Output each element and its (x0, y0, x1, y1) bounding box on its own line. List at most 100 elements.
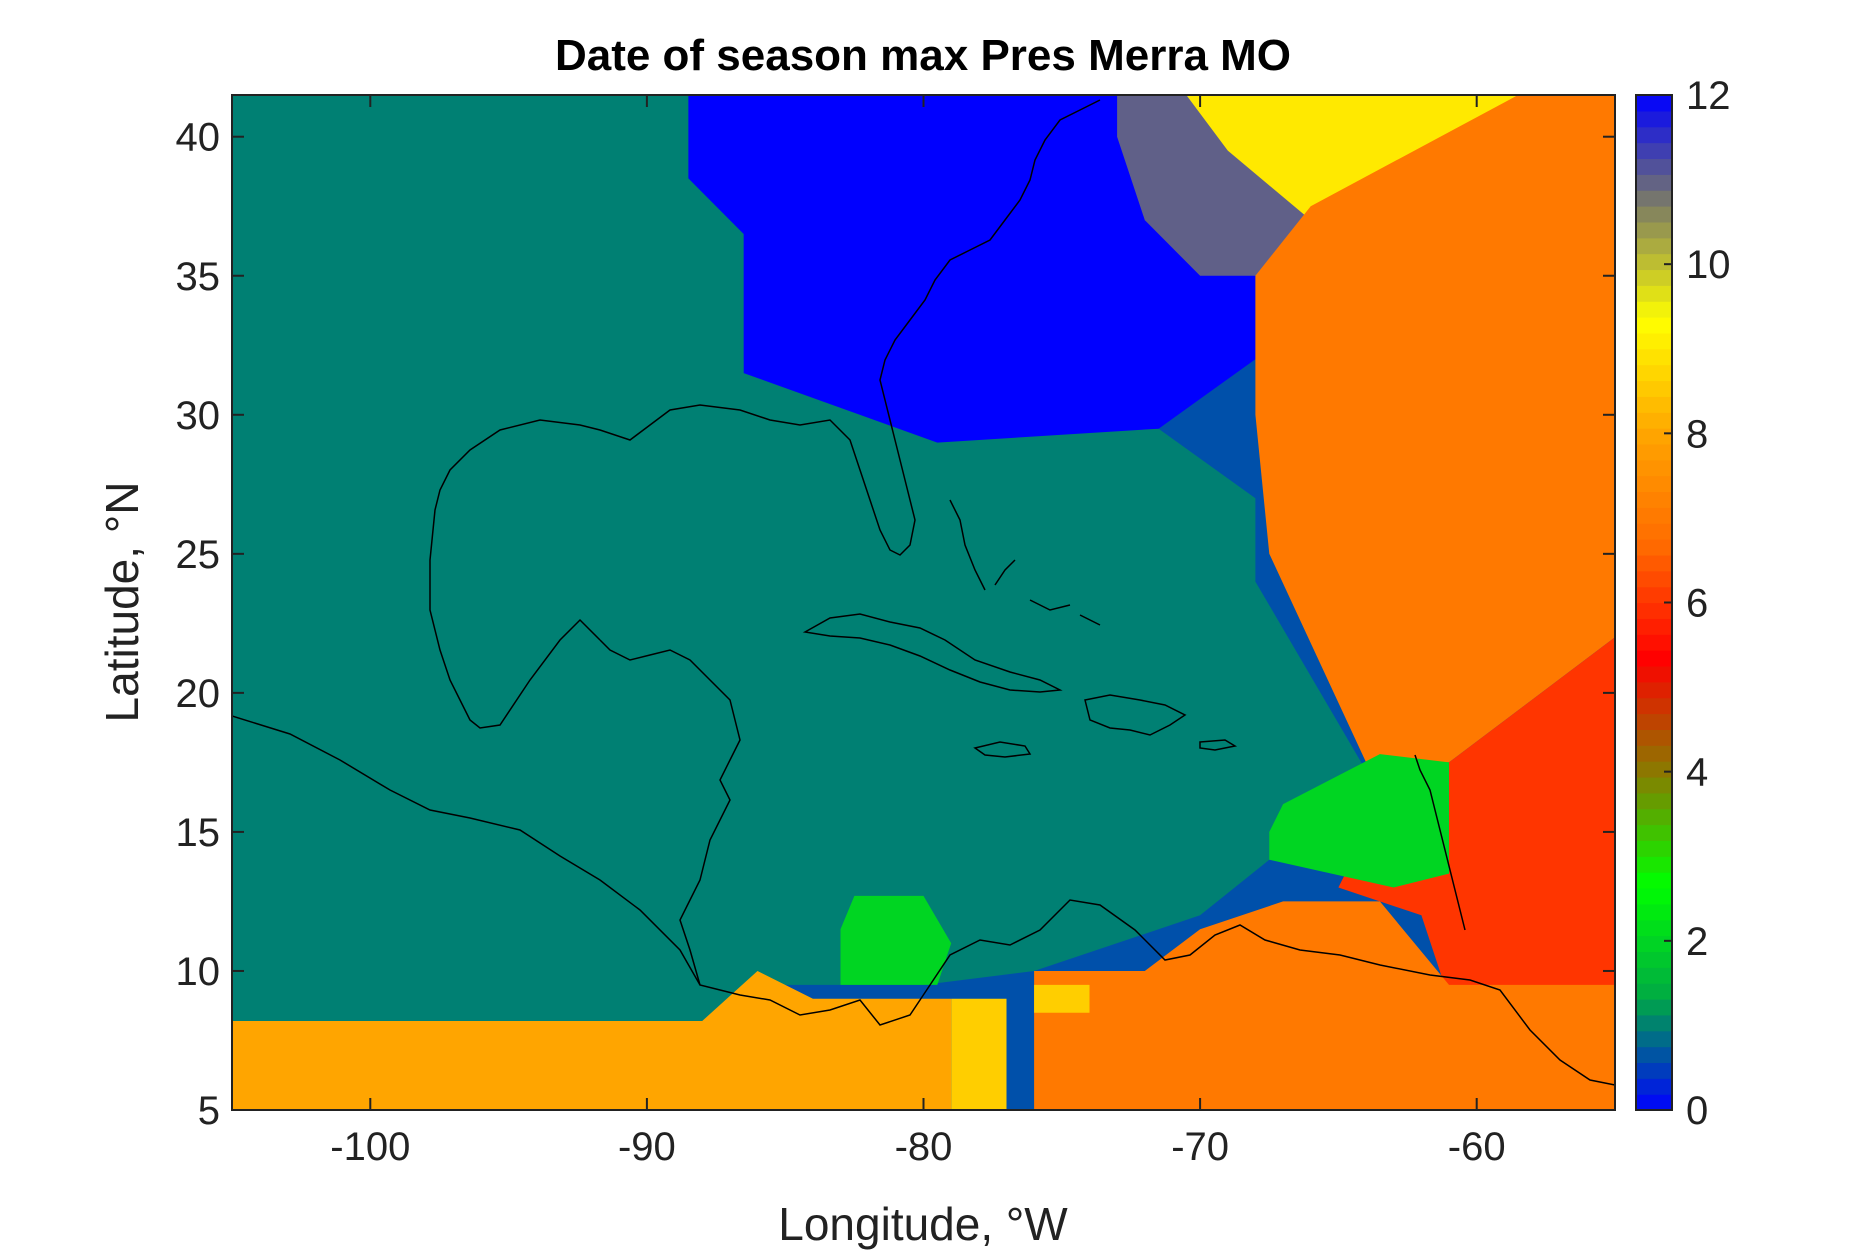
colorbar-step (1636, 158, 1672, 175)
colorbar-step (1636, 903, 1672, 921)
colorbar-step (1636, 491, 1672, 508)
chart-title: Date of season max Pres Merra MO (555, 31, 1291, 80)
colorbar-step (1636, 586, 1672, 604)
x-axis-ticks: -100 -90 -80 -70 -60 (330, 95, 1506, 1169)
region-6 (1269, 754, 1449, 888)
colorbar-step (1636, 697, 1672, 715)
colorbar-step (1636, 919, 1672, 937)
x-tick-label: -60 (1448, 1125, 1506, 1169)
colorbar-step (1636, 301, 1672, 318)
colorbar-step (1636, 459, 1672, 477)
colorbar-step (1636, 713, 1672, 730)
x-tick-label: -90 (618, 1125, 676, 1169)
colorbar-step (1636, 887, 1672, 905)
x-tick-label: -70 (1171, 1125, 1229, 1169)
colorbar-step (1636, 190, 1672, 207)
colorbar-step (1636, 285, 1672, 302)
colorbar-step (1636, 935, 1672, 953)
region-11 (840, 895, 952, 985)
colorbar-tick-label: 4 (1686, 751, 1708, 795)
coastline-bahamas (949, 499, 1101, 626)
coastline-jamaica (973, 741, 1032, 758)
y-tick-label: 5 (198, 1089, 220, 1133)
colorbar-step (1636, 221, 1672, 239)
colorbar-step (1636, 523, 1672, 540)
region-7 (1034, 901, 1615, 1110)
coastline-cuba (802, 613, 1063, 693)
region-4 (1255, 95, 1615, 763)
colorbar-step (1636, 951, 1672, 968)
region-3 (1186, 95, 1519, 221)
region-9 (1034, 984, 1090, 1013)
y-tick-label: 15 (176, 811, 221, 855)
region-10 (232, 971, 952, 1110)
map-plot-area: -100 -90 -80 -70 -60 5 10 15 20 25 30 35 40 (176, 94, 1616, 1169)
colorbar-step (1636, 142, 1672, 160)
colorbar-step (1636, 602, 1672, 619)
colorbar-step (1636, 618, 1672, 635)
colorbar-step (1636, 206, 1672, 223)
coastline-hispaniola (1084, 694, 1187, 736)
region-1 (688, 95, 1256, 443)
colorbar-step (1636, 95, 1672, 112)
colorbar-step (1636, 776, 1672, 794)
x-tick-label: -80 (895, 1125, 953, 1169)
colorbar-step (1636, 840, 1672, 857)
colorbar-tick-label: 6 (1686, 582, 1708, 626)
colorbar-step (1636, 539, 1672, 556)
colorbar-step (1636, 1078, 1672, 1095)
colorbar-step (1636, 983, 1672, 1000)
colorbar-step (1636, 110, 1672, 128)
colorbar-step (1636, 364, 1672, 382)
colorbar-step (1636, 1062, 1672, 1079)
y-tick-label: 35 (176, 255, 221, 299)
colorbar-tick-label: 2 (1686, 920, 1708, 964)
colorbar-step (1636, 761, 1672, 778)
value-regions (232, 95, 1615, 1110)
colorbar-step (1636, 443, 1672, 461)
region-8 (951, 998, 1007, 1110)
colorbar-step (1636, 650, 1672, 667)
x-axis-label: Longitude, °W (778, 1198, 1068, 1250)
colorbar-step (1636, 792, 1672, 810)
colorbar-step (1636, 729, 1672, 746)
x-tick-label: -100 (330, 1125, 410, 1169)
colorbar-tick-label: 10 (1686, 243, 1731, 287)
colorbar-step (1636, 681, 1672, 699)
colorbar-step (1636, 554, 1672, 572)
region-2 (1117, 95, 1311, 276)
y-tick-label: 10 (176, 950, 221, 994)
coastline (232, 99, 1615, 1086)
coastline-gulf-coast (429, 99, 1101, 729)
colorbar-step (1636, 1094, 1672, 1111)
colorbar-step (1636, 872, 1672, 889)
colorbar-step (1636, 269, 1672, 286)
colorbar-step (1636, 808, 1672, 826)
colorbar-tick-label: 12 (1686, 74, 1731, 118)
colorbar-step (1636, 570, 1672, 588)
y-axis-ticks: 5 10 15 20 25 30 35 40 (176, 116, 1615, 1133)
y-tick-label: 20 (176, 672, 221, 716)
y-axis-label: Latitude, °N (96, 482, 148, 723)
coastline-gulf-mexico (232, 715, 1615, 1086)
colorbar-step (1636, 1014, 1672, 1032)
colorbar-tick-label: 0 (1686, 1089, 1708, 1133)
y-tick-label: 40 (176, 116, 221, 160)
colorbar-step (1636, 253, 1672, 271)
region-5 (1338, 637, 1615, 999)
colorbar-step (1636, 317, 1672, 334)
colorbar-step (1636, 126, 1672, 144)
colorbar-step (1636, 824, 1672, 841)
region-0 (232, 95, 1367, 1021)
colorbar-step (1636, 1046, 1672, 1064)
coastline-lesser-antilles (1414, 754, 1466, 931)
colorbar-step (1636, 332, 1672, 350)
colorbar-step (1636, 396, 1672, 413)
colorbar-step (1636, 174, 1672, 191)
colorbar-step (1636, 507, 1672, 524)
colorbar-step (1636, 428, 1672, 445)
colorbar-step (1636, 745, 1672, 762)
colorbar-step (1636, 967, 1672, 984)
colorbar-step (1636, 348, 1672, 366)
